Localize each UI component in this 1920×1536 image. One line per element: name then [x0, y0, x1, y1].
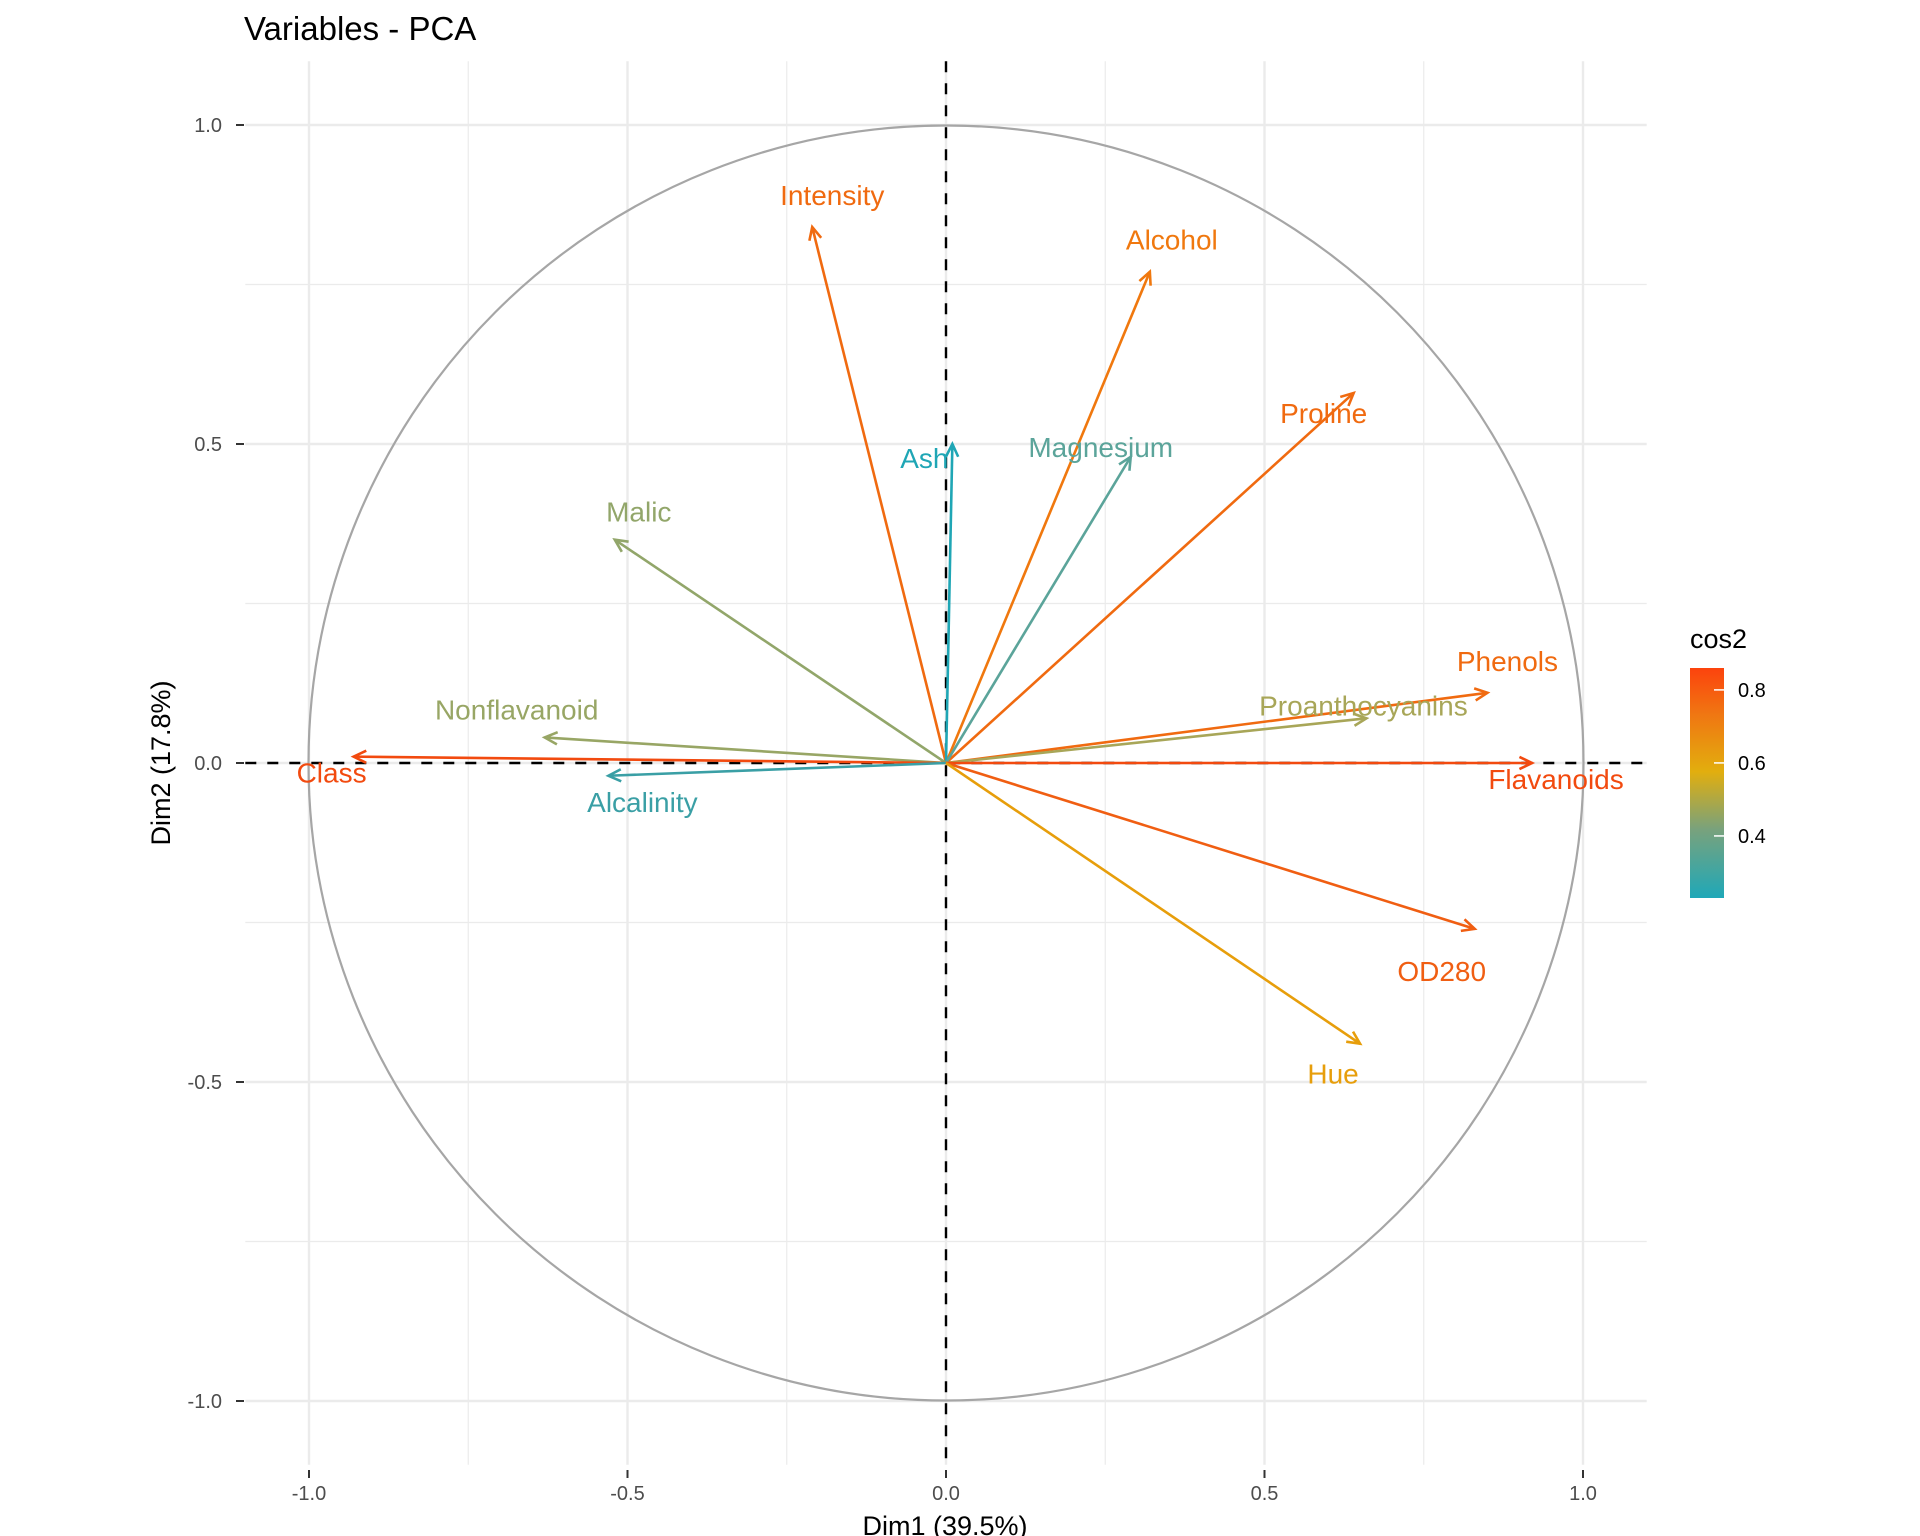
legend-colorbar	[1690, 668, 1724, 898]
label-alcalinity: Alcalinity	[587, 787, 697, 818]
arrow-ash	[944, 441, 960, 764]
arrow-magnesium	[944, 454, 1133, 764]
legend-tick-label: 0.4	[1738, 826, 1766, 848]
x-tick-label: 1.0	[1569, 1483, 1597, 1505]
label-flavanoids: Flavanoids	[1488, 764, 1623, 795]
arrow-nonflavanoid	[541, 731, 947, 765]
x-tick-label: 0.0	[932, 1483, 960, 1505]
y-tick-label: 0.5	[194, 434, 222, 456]
arrow-malic	[612, 538, 947, 765]
x-tick-label: -1.0	[292, 1483, 326, 1505]
label-ash: Ash	[900, 443, 948, 474]
arrow-class	[350, 749, 947, 765]
y-tick-label: 0.0	[194, 753, 222, 775]
label-nonflavanoid: Nonflavanoid	[435, 694, 598, 725]
y-tick-label: 1.0	[194, 115, 222, 137]
arrow-od280	[945, 761, 1478, 933]
legend-title: cos2	[1690, 624, 1747, 654]
arrow-alcohol	[944, 268, 1152, 764]
legend-tick-label: 0.8	[1738, 680, 1766, 702]
label-malic: Malic	[606, 497, 671, 528]
arrow-flavanoids	[946, 755, 1536, 771]
label-proline: Proline	[1280, 398, 1367, 429]
y-tick-labels: 1.0 0.5 0.0 -0.5 -1.0	[188, 115, 244, 1413]
legend: cos2 0.8 0.6 0.4	[1690, 624, 1766, 898]
arrow-proanthocyanins	[945, 712, 1370, 765]
legend-tick-label: 0.6	[1738, 753, 1766, 775]
arrow-hue	[945, 761, 1363, 1046]
x-tick-label: 0.5	[1251, 1483, 1279, 1505]
y-axis-label: Dim2 (17.8%)	[146, 680, 176, 845]
arrow-intensity	[808, 224, 948, 764]
x-tick-labels: -1.0 -0.5 0.0 0.5 1.0	[292, 1470, 1597, 1505]
label-intensity: Intensity	[780, 180, 884, 211]
label-od280: OD280	[1397, 956, 1486, 987]
arrow-alcalinity	[605, 761, 947, 783]
label-class: Class	[297, 758, 367, 789]
variable-arrows	[350, 224, 1536, 1046]
label-magnesium: Magnesium	[1028, 432, 1173, 463]
arrow-phenols	[945, 687, 1491, 765]
label-alcohol: Alcohol	[1126, 225, 1218, 256]
correlation-circle	[307, 124, 1585, 1402]
y-tick-label: -1.0	[188, 1391, 222, 1413]
x-tick-label: -0.5	[610, 1483, 644, 1505]
label-phenols: Phenols	[1457, 646, 1558, 677]
y-tick-label: -0.5	[188, 1072, 222, 1094]
label-hue: Hue	[1307, 1059, 1358, 1090]
label-proanthocyanins: Proanthocyanins	[1259, 690, 1468, 721]
legend-ticks: 0.8 0.6 0.4	[1714, 680, 1766, 848]
arrow-proline	[945, 390, 1356, 764]
x-axis-label: Dim1 (39.5%)	[862, 1511, 1027, 1536]
chart-title: Variables - PCA	[244, 10, 476, 47]
variable-labels: Intensity Alcohol Proline Ash Magnesium Malic…	[297, 180, 1624, 1090]
